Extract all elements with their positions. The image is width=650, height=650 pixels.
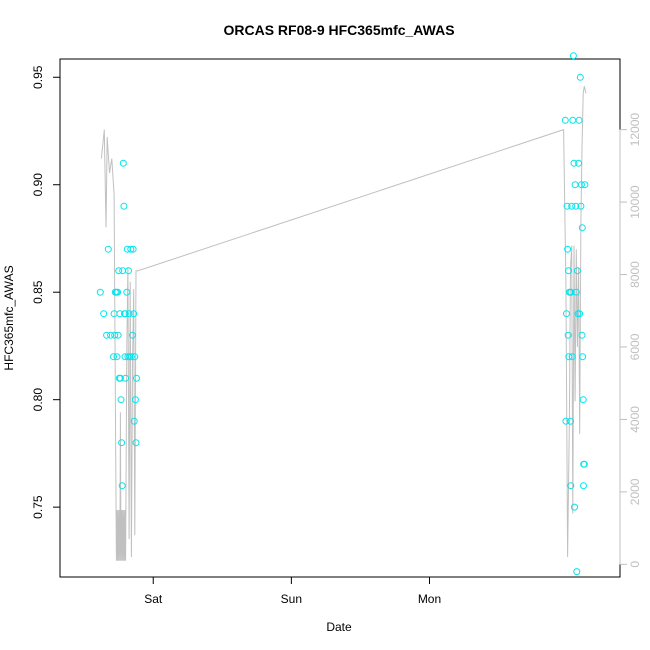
y-axis-right: 0 2000 4000 6000 8000 10000 12000 [619, 113, 642, 568]
data-point [117, 396, 125, 404]
data-point [103, 331, 111, 339]
data-point [131, 396, 139, 404]
data-point [575, 116, 583, 124]
data-point [132, 439, 140, 447]
data-point [120, 202, 128, 210]
data-point [114, 331, 122, 339]
data-point [104, 245, 112, 253]
data-point [127, 245, 135, 253]
data-point [129, 245, 137, 253]
data-point [116, 374, 124, 382]
data-point [576, 310, 584, 318]
data-point [133, 374, 140, 382]
data-points-layer [96, 52, 589, 576]
data-point [567, 482, 575, 490]
data-point [564, 245, 572, 253]
data-point [571, 181, 579, 189]
data-point [110, 310, 118, 318]
data-point [119, 267, 127, 275]
data-point [116, 310, 124, 318]
data-point [567, 417, 574, 425]
x-tick-label: Sun [281, 592, 302, 606]
data-point [568, 202, 576, 210]
chart-title: ORCAS RF08-9 HFC365mfc_AWAS [223, 22, 454, 38]
x-axis-title: Date [326, 620, 352, 634]
data-point [130, 417, 138, 425]
y-axis-left: 0.75 0.80 0.85 0.90 0.95 [31, 65, 61, 519]
data-point [576, 73, 584, 81]
y-right-tick-label: 6000 [628, 333, 642, 360]
data-point [571, 503, 578, 511]
data-point [115, 267, 123, 275]
y-tick-label: 0.95 [31, 65, 45, 89]
data-point [111, 331, 119, 339]
data-point [573, 267, 581, 275]
data-point [577, 181, 585, 189]
y-tick-label: 0.90 [31, 173, 45, 197]
data-point [562, 417, 570, 425]
data-point [580, 482, 587, 490]
data-point [578, 224, 586, 232]
data-point [568, 353, 576, 361]
y-right-tick-label: 4000 [628, 406, 642, 433]
data-point [119, 159, 127, 167]
data-point [113, 353, 121, 361]
y-tick-label: 0.80 [31, 388, 45, 412]
data-point [567, 288, 575, 296]
data-point [565, 353, 573, 361]
data-point [575, 159, 583, 167]
x-tick-label: Sat [144, 592, 163, 606]
data-point [118, 482, 126, 490]
y-tick-label: 0.85 [31, 280, 45, 304]
y-tick-label: 0.75 [31, 495, 45, 519]
data-point [96, 288, 104, 296]
y-axis-title: HFC365mfc_AWAS [2, 265, 16, 370]
data-point [122, 374, 130, 382]
data-point [129, 331, 136, 339]
data-point [100, 310, 108, 318]
y-right-tick-label: 12000 [628, 113, 642, 147]
data-point [579, 353, 587, 361]
data-point [118, 439, 126, 447]
x-tick-label: Mon [418, 592, 441, 606]
data-point [569, 116, 577, 124]
data-point [572, 288, 580, 296]
data-point [130, 310, 138, 318]
data-point [564, 331, 572, 339]
altitude-line-layer [100, 86, 587, 561]
y-right-tick-label: 8000 [628, 261, 642, 288]
data-point [579, 396, 587, 404]
data-point [570, 159, 578, 167]
data-point [125, 310, 133, 318]
data-point [127, 353, 135, 361]
data-point [569, 52, 577, 60]
y-right-tick-label: 0 [628, 561, 642, 568]
x-axis: Sat Sun Mon [144, 576, 441, 606]
data-point [573, 568, 581, 576]
data-point [110, 353, 117, 361]
data-point [581, 181, 589, 189]
data-point [578, 331, 586, 339]
data-point [561, 116, 569, 124]
data-point [563, 202, 571, 210]
data-point [121, 310, 129, 318]
altitude-line [100, 86, 587, 561]
y-right-tick-label: 10000 [628, 185, 642, 219]
data-point [580, 460, 588, 468]
data-point [577, 202, 585, 210]
data-point [123, 288, 131, 296]
data-point [125, 267, 132, 275]
data-point [131, 353, 139, 361]
y-right-tick-label: 2000 [628, 478, 642, 505]
data-point [563, 310, 570, 318]
data-point [107, 331, 115, 339]
plot-area [59, 58, 621, 578]
data-point [114, 288, 122, 296]
data-point [565, 267, 572, 275]
data-point [572, 202, 580, 210]
